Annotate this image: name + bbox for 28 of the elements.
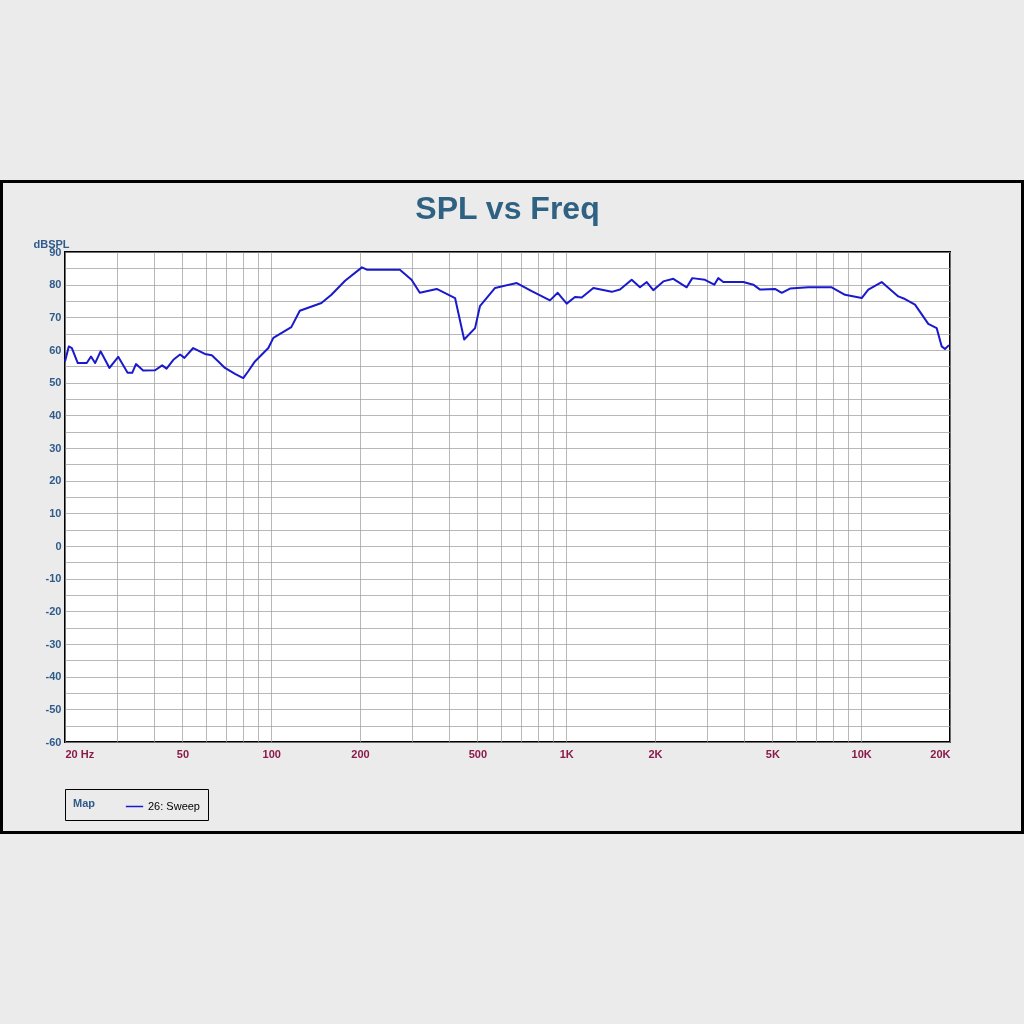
chart-title: SPL vs Freq (415, 190, 600, 226)
x-tick-label: 10K (851, 747, 872, 760)
y-tick-label: 40 (49, 408, 62, 421)
x-tick-label: 20K (930, 747, 951, 760)
y-tick-label: -40 (45, 670, 62, 683)
x-tick-label: 200 (351, 747, 370, 760)
x-tick-label: 20 Hz (65, 747, 95, 760)
y-tick-label: 10 (49, 506, 62, 519)
x-tick-label: 5K (765, 747, 780, 760)
y-tick-label: 60 (49, 343, 62, 356)
y-tick-label: -50 (45, 702, 62, 715)
y-tick-label: -60 (45, 735, 62, 748)
y-tick-label: 50 (49, 376, 62, 389)
x-tick-label: 500 (468, 747, 488, 760)
x-tick-label: 1K (559, 747, 574, 760)
y-tick-label: -30 (45, 637, 62, 650)
legend-label: 26: Sweep (148, 799, 200, 812)
y-tick-label: -20 (45, 604, 62, 617)
x-tick-label: 100 (262, 747, 281, 760)
x-tick-label: 50 (176, 747, 190, 760)
y-tick-label: 0 (55, 539, 62, 552)
x-tick-label: 2K (648, 747, 663, 760)
y-tick-label: 30 (49, 441, 62, 454)
y-tick-label: 70 (49, 310, 62, 323)
legend-title: Map (73, 797, 96, 809)
y-tick-label: 20 (49, 474, 62, 487)
y-tick-label: -10 (45, 572, 62, 585)
y-tick-label: 80 (49, 278, 62, 291)
